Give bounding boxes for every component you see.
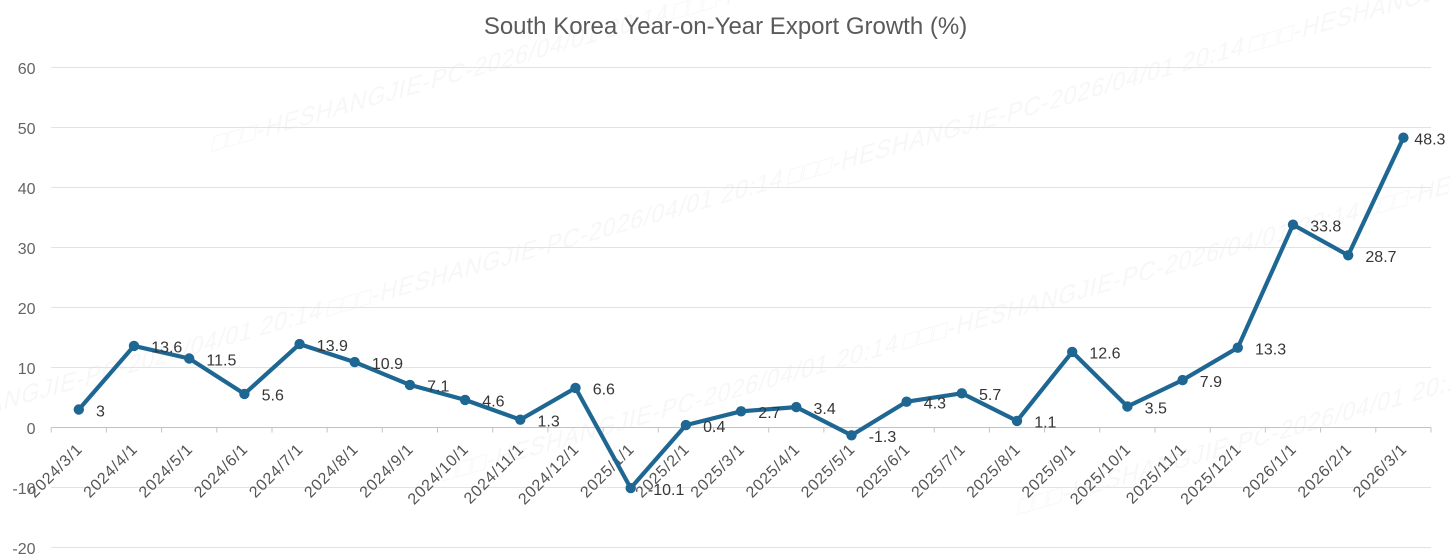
- svg-text:-10: -10: [12, 481, 35, 498]
- svg-text:33.8: 33.8: [1310, 219, 1341, 236]
- svg-text:2025/6/1: 2025/6/1: [853, 441, 914, 502]
- svg-text:3.4: 3.4: [814, 401, 836, 418]
- svg-text:5.6: 5.6: [262, 388, 284, 405]
- svg-text:13.6: 13.6: [151, 340, 182, 357]
- svg-text:12.6: 12.6: [1089, 346, 1120, 363]
- svg-text:0.4: 0.4: [703, 419, 725, 436]
- svg-text:7.1: 7.1: [427, 379, 449, 396]
- svg-text:2024/5/1: 2024/5/1: [136, 441, 197, 502]
- svg-text:28.7: 28.7: [1365, 249, 1396, 266]
- svg-text:10: 10: [18, 361, 36, 378]
- svg-text:2024/6/1: 2024/6/1: [191, 441, 252, 502]
- svg-text:2024/3/1: 2024/3/1: [26, 441, 87, 502]
- svg-text:2025/4/1: 2025/4/1: [743, 441, 804, 502]
- svg-text:-10.1: -10.1: [648, 482, 685, 499]
- svg-text:2026/1/1: 2026/1/1: [1240, 441, 1301, 502]
- svg-text:10.9: 10.9: [372, 356, 403, 373]
- svg-text:2.7: 2.7: [758, 405, 780, 422]
- svg-text:2024/4/1: 2024/4/1: [81, 441, 142, 502]
- svg-text:30: 30: [18, 241, 36, 258]
- svg-text:South Korea Year-on-Year Expor: South Korea Year-on-Year Export Growth (…: [484, 13, 967, 40]
- svg-text:2025/7/1: 2025/7/1: [909, 441, 970, 502]
- svg-text:2024/8/1: 2024/8/1: [301, 441, 362, 502]
- svg-text:1.1: 1.1: [1034, 415, 1056, 432]
- svg-text:2025/5/1: 2025/5/1: [798, 441, 859, 502]
- svg-text:3: 3: [96, 403, 105, 420]
- svg-text:4.6: 4.6: [482, 394, 504, 411]
- svg-text:11.5: 11.5: [206, 352, 236, 369]
- svg-text:3.5: 3.5: [1145, 400, 1167, 417]
- svg-text:5.7: 5.7: [979, 387, 1001, 404]
- svg-text:50: 50: [18, 121, 36, 138]
- svg-text:2026/3/1: 2026/3/1: [1350, 441, 1411, 502]
- svg-text:13.9: 13.9: [317, 338, 348, 355]
- svg-text:0: 0: [27, 421, 36, 438]
- svg-text:-1.3: -1.3: [869, 429, 897, 446]
- svg-text:7.9: 7.9: [1200, 374, 1222, 391]
- svg-text:1.3: 1.3: [538, 414, 560, 431]
- svg-text:-20: -20: [12, 541, 35, 556]
- svg-text:4.3: 4.3: [924, 396, 946, 413]
- svg-text:2025/3/1: 2025/3/1: [688, 441, 749, 502]
- svg-text:13.3: 13.3: [1255, 342, 1286, 359]
- svg-text:2026/2/1: 2026/2/1: [1295, 441, 1356, 502]
- svg-text:6.6: 6.6: [593, 382, 615, 399]
- svg-text:48.3: 48.3: [1414, 132, 1445, 149]
- svg-text:20: 20: [18, 301, 36, 318]
- svg-text:2024/7/1: 2024/7/1: [246, 441, 307, 502]
- svg-text:60: 60: [18, 61, 36, 78]
- svg-text:2025/8/1: 2025/8/1: [964, 441, 1025, 502]
- svg-text:40: 40: [18, 181, 36, 198]
